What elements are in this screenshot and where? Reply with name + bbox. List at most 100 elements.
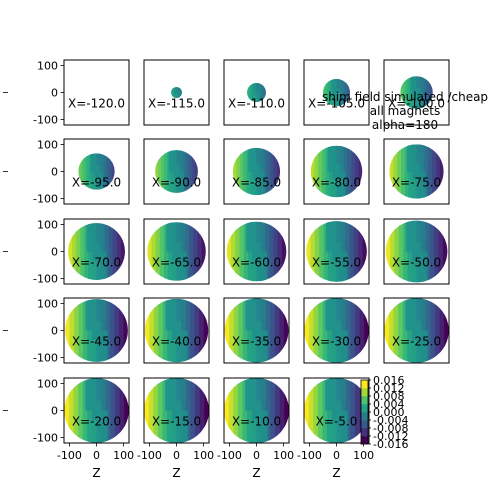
contour-band-right [351, 145, 356, 198]
panel-label: X=-5.0 [316, 415, 358, 429]
contour-band-left [171, 87, 174, 98]
contour-band-right [277, 221, 283, 282]
contour-band-right [204, 378, 209, 443]
x-axis-label: Z [252, 466, 260, 480]
contour-band-right [354, 145, 360, 198]
contour-band-left [317, 378, 324, 443]
axes-frame [223, 218, 290, 285]
quadrant-ul [90, 153, 97, 172]
axes-frame [223, 59, 290, 126]
x-tick-label: -100 [297, 449, 322, 462]
field-map [224, 298, 289, 363]
quadrant-ll [326, 340, 337, 363]
y-tick-label: 0 [51, 246, 58, 259]
contour-band-left [76, 223, 81, 280]
field-map [304, 378, 369, 443]
contour-band-left [144, 378, 150, 443]
panel-label: X=-85.0 [232, 176, 281, 190]
x-tick-label: 0 [93, 449, 100, 462]
contour-band-right [430, 76, 433, 109]
contour-band-right [429, 220, 435, 283]
contour-band-right [261, 83, 264, 102]
contour-band-left [233, 298, 239, 363]
field-map [400, 76, 433, 109]
colorbar-segment [361, 420, 368, 429]
quadrant-ll [326, 420, 337, 443]
y-tick-label: 0 [51, 325, 58, 338]
quadrant-ul [245, 378, 257, 411]
panel-20: X=-25.0 [383, 297, 450, 364]
quadrant-lr [96, 410, 108, 443]
contour-band-right [266, 147, 271, 196]
y-tick-label: 100 [37, 138, 58, 151]
field-map [171, 87, 182, 98]
quadrant-ul [165, 378, 177, 411]
contour-band-right [435, 144, 441, 199]
colorbar-tick-label: -0.004 [373, 414, 408, 427]
panel-8: X=-85.0 [223, 138, 290, 205]
contour-band-right [178, 87, 181, 98]
field-map [144, 298, 209, 363]
quadrant-ur [176, 150, 183, 166]
contour-band-left [64, 378, 70, 443]
contour-band-right [421, 76, 425, 109]
contour-band-left [72, 223, 77, 280]
colorbar-tick-label: -0.008 [373, 422, 408, 435]
quadrant-ur [176, 222, 186, 243]
panel-label: X=-45.0 [72, 335, 121, 349]
contour-band-right [190, 378, 196, 443]
quadrant-ur [96, 378, 107, 401]
contour-band-left [243, 147, 248, 196]
contour-band-right [124, 378, 129, 443]
contour-band-left [313, 298, 319, 363]
contour-band-left [249, 83, 252, 102]
contour-band-left [86, 153, 90, 190]
field-map [155, 150, 198, 193]
contour-band-left [78, 378, 84, 443]
x-tick-label: 100 [273, 449, 294, 462]
contour-band-left [78, 153, 82, 190]
panel-11: X=-70.0 100 0 -100 [3, 218, 130, 286]
contour-band-left [398, 220, 404, 283]
contour-band-left [148, 378, 154, 443]
panel-21: X=-20.0 100 0 -100 -100 0 100 Z [3, 377, 134, 480]
contour-band-right [358, 221, 364, 282]
panel-18: X=-35.0 [223, 297, 290, 364]
contour-band-left [239, 147, 244, 196]
panel-24: X=-5.0 -100 0 100 Z [297, 377, 374, 480]
axes-frame [223, 138, 290, 205]
quadrant-ll [246, 420, 257, 443]
quadrant-ul [410, 76, 417, 93]
quadrant-ur [336, 145, 345, 164]
contour-band-right [364, 298, 369, 363]
contour-band-left [158, 150, 162, 193]
contour-band-left [402, 76, 406, 109]
panel-label: X=-110.0 [228, 97, 285, 111]
quadrant-ul [85, 378, 97, 411]
contour-band-left [319, 221, 325, 282]
y-tick-label: -100 [33, 273, 58, 286]
quadrant-ll [91, 176, 97, 190]
field-map [322, 78, 351, 107]
contour-band-right [184, 222, 190, 281]
contour-band-left [318, 298, 324, 363]
field-map [310, 145, 363, 198]
axes-frame [143, 297, 210, 364]
panel-14: X=-55.0 [303, 218, 370, 285]
panel-label: X=-100.0 [388, 97, 445, 111]
quadrant-ll [249, 178, 257, 196]
colorbar-tick-label: 0.004 [373, 398, 405, 411]
contour-band-right [108, 223, 114, 280]
contour-band-right [270, 298, 276, 363]
axes-frame [303, 297, 370, 364]
contour-band-right [344, 78, 347, 107]
panel-label: X=-105.0 [308, 97, 365, 111]
contour-band-right [355, 378, 361, 443]
colorbar-segment [361, 428, 368, 437]
contour-band-right [119, 378, 125, 443]
contour-band-left [304, 298, 310, 363]
contour-band-left [151, 222, 157, 281]
field-map [65, 299, 128, 362]
axes-frame [223, 297, 290, 364]
quadrant-ur [256, 147, 264, 165]
